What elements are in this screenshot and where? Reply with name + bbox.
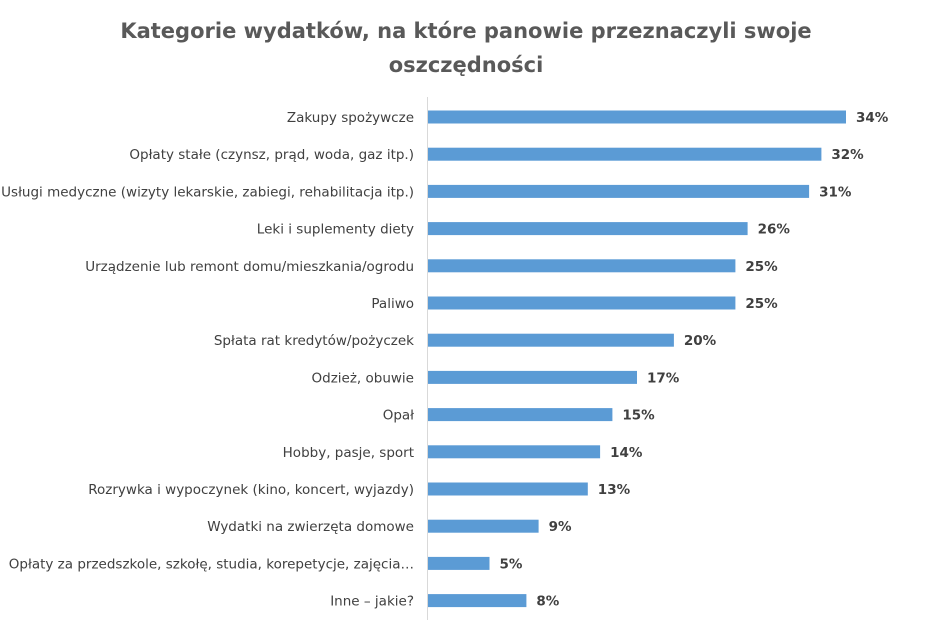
value-label-8: 15% [622,408,655,424]
value-label-1: 32% [831,147,864,163]
bar-8 [428,408,613,422]
value-label-13: 8% [536,594,559,610]
chart-title-line-1: Kategorie wydatków, na które panowie prz… [120,19,812,43]
bar-7 [428,370,637,384]
value-label-10: 13% [598,482,631,498]
value-label-12: 5% [500,556,523,572]
bar-2 [428,184,810,198]
bar-9 [428,445,601,459]
category-label-3: Leki i suplementy diety [257,222,414,238]
category-label-6: Spłata rat kredytów/pożyczek [214,333,414,349]
chart-title-line-2: oszczędności [388,53,544,77]
value-labels: 34% 32% 31% 26% 25% 25% 20% 17% 15% 14% 13% 9% 5% 8% [500,110,889,610]
category-label-13: Inne – jakie? [330,594,414,610]
category-label-10: Rozrywka i wypoczynek (kino, koncert, wy… [88,482,414,498]
bars-group [428,110,846,608]
category-label-0: Zakupy spożywcze [287,110,414,126]
bar-11 [428,519,539,533]
bar-4 [428,259,736,273]
bar-13 [428,594,527,608]
value-label-7: 17% [647,370,680,386]
category-label-7: Odzież, obuwie [312,370,415,386]
bar-12 [428,556,490,570]
value-label-6: 20% [684,333,717,349]
bar-3 [428,222,748,236]
category-label-12: Opłaty za przedszkole, szkołę, studia, k… [9,556,414,572]
bar-5 [428,296,736,310]
category-label-4: Urządzenie lub remont domu/mieszkania/og… [85,259,414,275]
category-label-2: Usługi medyczne (wizyty lekarskie, zabie… [1,184,414,200]
value-label-3: 26% [758,222,791,238]
chart-title: Kategorie wydatków, na które panowie prz… [0,14,932,82]
value-label-9: 14% [610,445,643,461]
category-label-9: Hobby, pasje, sport [283,445,414,461]
bar-6 [428,333,674,347]
category-labels: Zakupy spożywcze Opłaty stałe (czynsz, pr… [1,110,414,610]
value-label-0: 34% [856,110,889,126]
value-label-2: 31% [819,184,852,200]
category-label-1: Opłaty stałe (czynsz, prąd, woda, gaz it… [129,147,414,163]
category-label-8: Opał [383,408,414,424]
bar-10 [428,482,588,496]
value-label-11: 9% [549,519,572,535]
value-label-4: 25% [745,259,778,275]
category-label-5: Paliwo [371,296,414,312]
bar-1 [428,147,822,161]
category-label-11: Wydatki na zwierzęta domowe [207,519,414,535]
bar-0 [428,110,846,124]
value-label-5: 25% [745,296,778,312]
